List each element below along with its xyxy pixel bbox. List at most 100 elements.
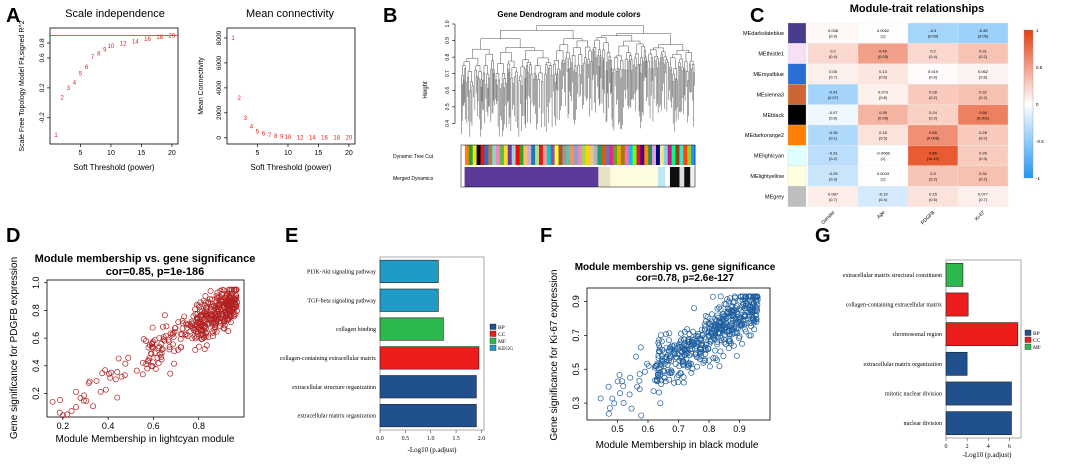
scatter-point bbox=[617, 390, 624, 397]
x-tick-label: 0.6 bbox=[642, 424, 655, 434]
dynamic-module-segment bbox=[570, 145, 575, 165]
scatter-point bbox=[671, 342, 678, 349]
scatter-point bbox=[616, 371, 623, 378]
scatter-point bbox=[228, 301, 235, 308]
scatter-point bbox=[749, 306, 756, 313]
scatter-point bbox=[748, 299, 755, 306]
heatmap-cell-pvalue: (0.9) bbox=[829, 34, 838, 39]
heatmap-cell-pvalue: (0.4) bbox=[879, 197, 888, 202]
heatmap-cell bbox=[957, 186, 1009, 207]
dynamic-module-segment bbox=[648, 145, 653, 165]
scatter-point bbox=[59, 412, 66, 419]
legend-label: BP bbox=[1033, 331, 1040, 337]
scatter-point bbox=[684, 364, 691, 371]
scatter-point bbox=[659, 359, 666, 365]
scatter-point bbox=[194, 331, 201, 338]
scatter-point bbox=[698, 337, 705, 344]
scatter-point bbox=[712, 355, 719, 362]
d-marks: 0.2 0.4 0.6 0.8 0.2 0.4 0.6 0.8 1.0 bbox=[31, 277, 241, 431]
y-tick-label: 0.8 bbox=[445, 53, 451, 60]
heatmap-cell-pvalue: (0.001) bbox=[977, 115, 990, 120]
bar bbox=[945, 292, 969, 317]
point-label: 18 bbox=[156, 35, 163, 41]
dynamic-module-segment bbox=[523, 145, 528, 165]
scatter-point bbox=[102, 386, 109, 393]
scatter-point bbox=[721, 339, 728, 346]
scatter-point bbox=[751, 326, 758, 333]
module-color-swatch bbox=[787, 186, 807, 207]
scatter-point bbox=[155, 345, 162, 352]
scatter-point bbox=[209, 300, 216, 307]
scatter-point bbox=[747, 332, 754, 339]
bar bbox=[379, 317, 444, 341]
y-tick-label: 0.5 bbox=[445, 103, 451, 110]
scatter-point bbox=[114, 369, 121, 375]
legend-label: CC bbox=[498, 332, 506, 338]
scatter-point bbox=[194, 310, 201, 317]
heatmap-cell-pvalue: (0.1) bbox=[829, 136, 838, 141]
x-axis-label: Module Membership in lightcyan module bbox=[56, 434, 235, 445]
scatter-point bbox=[747, 307, 754, 313]
scatter-point bbox=[708, 311, 715, 318]
merged-module-segment bbox=[657, 167, 666, 187]
dynamic-module-segment bbox=[515, 145, 520, 165]
dynamic-module-segment bbox=[539, 145, 544, 165]
x-axis-label: -Log10 (p.adjust) bbox=[408, 446, 458, 454]
heatmap-cell-value: -0.0068 bbox=[876, 151, 890, 156]
heatmap-cell-value: 0.15 bbox=[879, 130, 888, 135]
scatter-point bbox=[188, 323, 195, 330]
x-tick-label: 2.0 bbox=[478, 436, 486, 442]
heatmap-cell-value: 0.2 bbox=[830, 49, 836, 54]
point-label: 16 bbox=[321, 136, 328, 142]
scatter-point bbox=[739, 296, 746, 303]
scatter-point bbox=[753, 293, 760, 300]
scatter-point bbox=[155, 360, 162, 367]
panel-label-D: D bbox=[6, 225, 20, 247]
colorbar bbox=[1023, 29, 1034, 179]
scatter-point bbox=[665, 337, 672, 344]
scatter-point bbox=[655, 339, 662, 346]
x-tick-label: 20 bbox=[168, 150, 176, 157]
merged-module-segment bbox=[598, 167, 611, 187]
point-label: 1 bbox=[231, 36, 235, 42]
dynamic-module-segment bbox=[558, 145, 563, 165]
dynamic-module-segment bbox=[511, 145, 516, 165]
plot-box bbox=[226, 27, 356, 145]
scatter-point bbox=[754, 301, 761, 308]
scatter-point bbox=[710, 355, 717, 362]
scatter-point bbox=[121, 372, 128, 379]
merged-module-segment bbox=[679, 167, 685, 187]
scatter-point bbox=[609, 395, 616, 402]
point-label: 9 bbox=[280, 135, 284, 141]
scatter-point bbox=[681, 346, 688, 353]
heatmap-cell-value: 0.39 bbox=[879, 110, 888, 115]
heatmap-cell-value: 0.087 bbox=[828, 191, 839, 196]
scatter-point bbox=[729, 308, 736, 315]
scatter-point bbox=[751, 308, 758, 315]
scatter-point bbox=[720, 313, 726, 320]
scatter-point bbox=[748, 293, 754, 300]
legend-swatch bbox=[1024, 343, 1032, 350]
heatmap-cell-pvalue: (0.2) bbox=[979, 95, 988, 100]
scatter-point bbox=[605, 410, 612, 417]
merged-module-segment bbox=[690, 167, 696, 187]
scatter-point bbox=[673, 354, 680, 361]
scatter-point bbox=[671, 379, 678, 386]
heatmap-cell-pvalue: (0.09) bbox=[878, 115, 889, 120]
chart-C: Module-trait relationships MEdarkslatebl… bbox=[743, 3, 1044, 226]
heatmap-cell-pvalue: (0.2) bbox=[929, 95, 938, 100]
heatmap-cell-pvalue: (0.8) bbox=[829, 115, 838, 120]
dynamic-module-segment bbox=[578, 145, 583, 165]
scatter-point bbox=[685, 339, 692, 346]
scatter-point bbox=[144, 365, 151, 372]
scatter-point bbox=[156, 351, 163, 358]
scatter-point bbox=[743, 301, 750, 308]
y-tick-label: 0.7 bbox=[571, 329, 581, 342]
module-color-swatch bbox=[787, 63, 807, 85]
chart-subtitle: cor=0.78, p=2.6e-127 bbox=[636, 273, 734, 284]
scatter-point bbox=[753, 311, 760, 318]
scatter-point bbox=[753, 316, 760, 323]
scatter-point bbox=[184, 324, 190, 331]
scatter-point bbox=[145, 344, 152, 351]
